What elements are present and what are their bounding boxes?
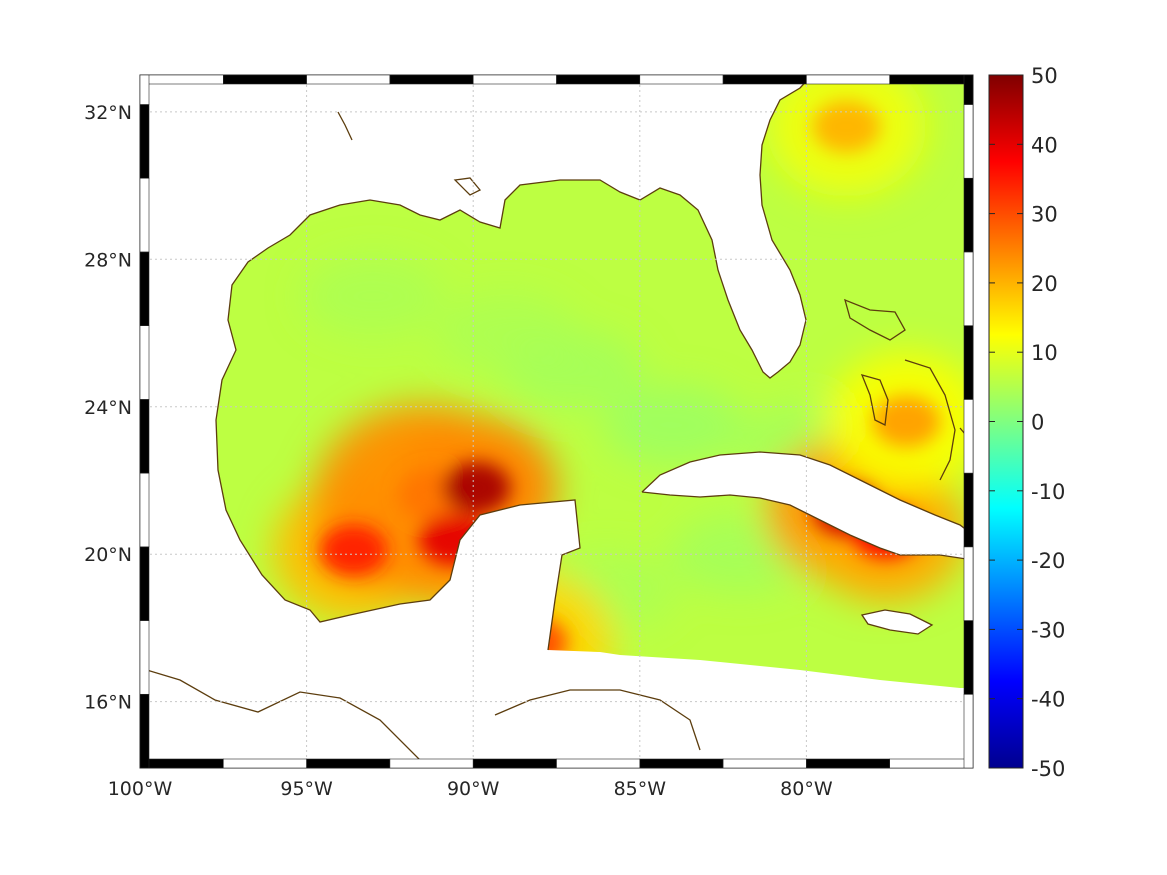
graticule (140, 75, 973, 768)
frame-segment-top (889, 74, 974, 85)
colorbar-tick-label: -20 (1031, 549, 1065, 573)
frame-segment-bottom (722, 758, 807, 769)
y-tick-label: 28°N (84, 249, 132, 271)
colorbar-tick-label: -40 (1031, 688, 1065, 712)
coast-west-bay (337, 111, 353, 141)
coast-gulf (215, 75, 813, 651)
map-frame (139, 74, 974, 769)
coast-cuba (641, 451, 973, 561)
x-tick-label: 95°W (280, 778, 333, 800)
frame-segment-top (223, 74, 307, 85)
frame-segment-left (139, 325, 150, 400)
field-patch (436, 293, 577, 374)
frame-segment-left (139, 620, 150, 695)
frame-segment-bottom (306, 758, 391, 769)
frame-segment-left (139, 693, 150, 769)
field-patch (603, 385, 744, 466)
frame-segment-bottom (223, 758, 307, 769)
frame-segment-right (963, 251, 974, 326)
frame-segment-top (139, 74, 224, 85)
frame-segment-right (963, 693, 974, 769)
frame-segment-bottom (806, 758, 891, 769)
hotspot-georgia-offshore (812, 100, 881, 153)
coast-jamaica (860, 609, 934, 635)
frame-segment-top (472, 74, 557, 85)
frame-segment-right (963, 399, 974, 474)
x-tick-label: 90°W (447, 778, 500, 800)
frame-segment-right (963, 177, 974, 253)
frame-segment-left (139, 104, 150, 179)
frame-segment-right (963, 620, 974, 695)
field-patch (303, 256, 444, 337)
hotspot-yucatan-north (442, 461, 511, 514)
frame-segment-right (963, 472, 974, 548)
coast-bahamas-east (904, 359, 956, 481)
frame-segment-right (963, 74, 974, 105)
x-tick-label: 100°W (108, 778, 173, 800)
land-jamaica (862, 610, 932, 634)
frame-segment-top (806, 74, 891, 85)
frame-segment-left (139, 546, 150, 621)
coast-bahamas-andros (860, 374, 889, 426)
colorbar-tick-label: 0 (1031, 411, 1044, 435)
frame-segment-bottom (889, 758, 974, 769)
x-tick-labels: 100°W 95°W 90°W 85°W 80°W (108, 778, 833, 800)
frame-segment-bottom (472, 758, 557, 769)
frame-segment-left (139, 472, 150, 548)
frame-segment-bottom (639, 758, 724, 769)
coast-honduras (494, 689, 701, 751)
y-tick-label: 16°N (84, 692, 132, 714)
coast-central-america (140, 667, 426, 768)
frame-segment-top (306, 74, 391, 85)
colorbar-tick-label: 40 (1031, 133, 1058, 157)
frame-segment-left (139, 177, 150, 253)
frame-segment-bottom (139, 758, 224, 769)
coastlines (140, 75, 973, 768)
frame-segment-right (963, 546, 974, 621)
frame-segment-bottom (556, 758, 641, 769)
colorbar-tick-label: 50 (1031, 64, 1058, 88)
x-tick-label: 85°W (614, 778, 667, 800)
y-tick-label: 20°N (84, 544, 132, 566)
frame-segment-right (963, 325, 974, 400)
land-mask (140, 75, 973, 768)
colorbar-ticks: 50 40 30 20 10 0 -10 -20 -30 -40 -50 (989, 64, 1065, 781)
frame-segment-left (139, 251, 150, 326)
colorbar-tick-label: 30 (1031, 203, 1058, 227)
colorbar-tick-label: -50 (1031, 757, 1065, 781)
hotspot-campeche-west (319, 524, 388, 577)
x-tick-label: 80°W (780, 778, 833, 800)
frame-segment-top (389, 74, 474, 85)
colorbar-tick-label: 20 (1031, 272, 1058, 296)
frame-segment-top (722, 74, 807, 85)
colorbar-tick-label: -30 (1031, 618, 1065, 642)
hotspot-bahamas (872, 395, 941, 448)
land-cuba (642, 452, 973, 560)
colorbar-tick-label: -10 (1031, 480, 1065, 504)
coast-louisiana-islands (453, 177, 482, 196)
colorbar: 50 40 30 20 10 0 -10 -20 -30 -40 -50 (988, 64, 1065, 781)
frame-segment-left (139, 74, 150, 105)
land-north-america (140, 75, 973, 768)
frame-segment-top (556, 74, 641, 85)
y-tick-label: 32°N (84, 102, 132, 124)
y-tick-labels: 32°N 28°N 24°N 20°N 16°N (84, 102, 132, 714)
frame-segment-top (639, 74, 724, 85)
colorbar-tick-label: 10 (1031, 341, 1058, 365)
coast-bahamas-abaco (844, 298, 906, 341)
frame-segment-bottom (389, 758, 474, 769)
frame-segment-right (963, 104, 974, 179)
y-tick-label: 24°N (84, 397, 132, 419)
frame-segment-left (139, 399, 150, 474)
